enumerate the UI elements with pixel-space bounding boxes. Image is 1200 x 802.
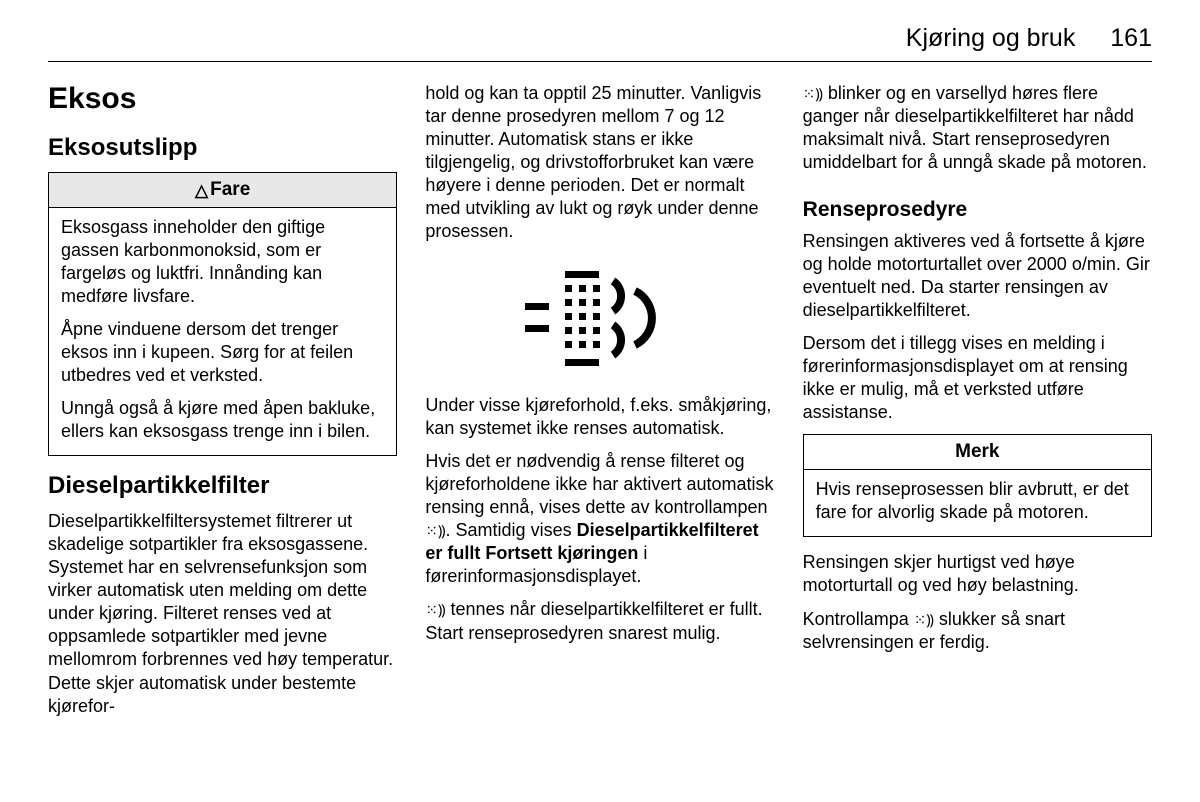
- dpf-inline-icon: ⁙⸩: [425, 602, 445, 619]
- col3-paragraph-5: Kontrollampa ⁙⸩ slukker så snart selvren…: [803, 608, 1152, 654]
- dpf-inline-icon: ⁙⸩: [425, 523, 445, 540]
- col3-p5-a: Kontrollampa: [803, 609, 914, 629]
- col3-paragraph-4: Rensingen skjer hurtigst ved høye motort…: [803, 551, 1152, 597]
- col3-paragraph-2: Rensingen aktiveres ved å fortsette å kj…: [803, 230, 1152, 322]
- fare-label: Fare: [210, 179, 250, 200]
- column-1: Eksos Eksosutslipp △Fare Eksosgass inneh…: [48, 82, 397, 772]
- content-columns: Eksos Eksosutslipp △Fare Eksosgass inneh…: [48, 82, 1152, 772]
- col2-p3-a: Hvis det er nødvendig å rense filteret o…: [425, 451, 773, 517]
- merk-callout: Merk Hvis renseprosessen blir avbrutt, e…: [803, 434, 1152, 537]
- dpf-symbol-figure: [425, 263, 774, 378]
- column-3: ⁙⸩ blinker og en varsellyd høres flere g…: [803, 82, 1152, 772]
- col2-paragraph-1: hold og kan ta opptil 25 minutter. Vanli…: [425, 82, 774, 243]
- col2-paragraph-4: ⁙⸩ tennes når dieselpartikkelfilteret er…: [425, 598, 774, 644]
- warning-triangle-icon: △: [195, 181, 208, 200]
- header-section-title: Kjøring og bruk: [906, 24, 1076, 52]
- heading-eksosutslipp: Eksosutslipp: [48, 134, 397, 162]
- dpf-icon: [525, 263, 675, 378]
- dpf-inline-icon: ⁙⸩: [914, 612, 934, 629]
- heading-eksos: Eksos: [48, 82, 397, 116]
- col3-p1-text: blinker og en varsellyd høres flere gang…: [803, 83, 1147, 172]
- dpf-intro-paragraph: Dieselpartikkelfiltersystemet filtrerer …: [48, 510, 397, 717]
- col3-paragraph-1: ⁙⸩ blinker og en varsellyd høres flere g…: [803, 82, 1152, 174]
- col2-p3-b: . Samtidig vises: [446, 520, 577, 540]
- merk-body: Hvis renseprosessen blir avbrutt, er det…: [804, 470, 1151, 536]
- col2-paragraph-3: Hvis det er nødvendig å rense filteret o…: [425, 450, 774, 588]
- col2-paragraph-2: Under visse kjøreforhold, f.eks. småkjør…: [425, 394, 774, 440]
- page-header: Kjøring og bruk 161: [48, 24, 1152, 62]
- merk-paragraph: Hvis renseprosessen blir avbrutt, er det…: [816, 478, 1141, 524]
- fare-paragraph-1: Eksosgass inneholder den giftige gassen …: [61, 216, 386, 308]
- fare-callout: △Fare Eksosgass inneholder den giftige g…: [48, 172, 397, 456]
- dpf-inline-icon: ⁙⸩: [803, 86, 823, 103]
- column-2: hold og kan ta opptil 25 minutter. Vanli…: [425, 82, 774, 772]
- fare-paragraph-2: Åpne vinduene dersom det trenger eksos i…: [61, 318, 386, 387]
- fare-body: Eksosgass inneholder den giftige gassen …: [49, 208, 396, 455]
- col3-paragraph-3: Dersom det i tillegg vises en melding i …: [803, 332, 1152, 424]
- fare-paragraph-3: Unngå også å kjøre med åpen bakluke, ell…: [61, 397, 386, 443]
- heading-renseprosedyre: Renseprosedyre: [803, 198, 1152, 222]
- heading-dieselpartikkelfilter: Dieselpartikkelfilter: [48, 472, 397, 500]
- col2-p4-text: tennes når dieselpartikkelfilteret er fu…: [425, 599, 762, 642]
- merk-label: Merk: [955, 441, 999, 462]
- merk-header: Merk: [804, 435, 1151, 470]
- header-page-number: 161: [1110, 24, 1152, 52]
- fare-header: △Fare: [49, 173, 396, 208]
